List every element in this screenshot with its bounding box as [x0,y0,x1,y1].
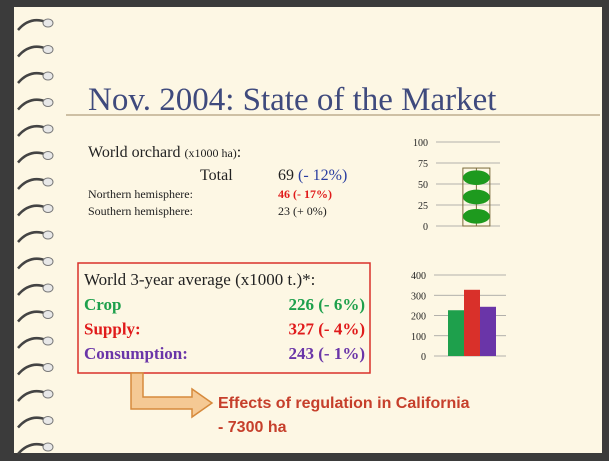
y-tick-label: 75 [418,159,428,170]
average-value: 327 (- 4%) [289,320,365,339]
total-change: (- 12%) [298,167,347,184]
average-box [77,262,371,374]
north-value: 46 (- 17%) [278,187,332,201]
ring-hole [42,442,54,452]
ring-hole [42,45,54,54]
y-tick-label: 100 [413,138,428,149]
y-tick-label: 50 [418,180,428,191]
average-label: Supply: [84,320,141,339]
charts: 0 25 50 75 100 0 100 200 300 400 [411,138,506,363]
average-heading: World 3-year average (x1000 t.)*: [84,270,315,289]
ring-hole [42,230,54,240]
pictogram-icon [462,208,490,224]
total-number: 69 [278,167,294,184]
pictogram-icon [462,189,490,205]
ring-hole [42,18,54,28]
pictogram-icon [462,170,490,186]
note-line: - 7300 ha [218,419,287,436]
bar [448,310,464,356]
ring-hole [42,98,54,107]
orchard-title: World orchard [88,144,180,161]
y-tick-label: 400 [411,271,426,282]
average-value: 226 (- 6%) [289,295,365,314]
ring-hole [42,257,54,266]
y-tick-label: 100 [411,332,426,343]
average-label: Crop [84,295,121,314]
y-tick-label: 300 [411,291,426,302]
bar [480,306,496,356]
note-line: Effects of regulation in California [218,395,470,412]
slide-background [14,7,602,453]
south-value: 23 (+ 0%) [278,204,327,218]
ring-hole [42,177,54,187]
north-label: Northern hemisphere: [88,187,193,201]
y-tick-label: 200 [411,312,426,323]
slide-title: Nov. 2004: State of the Market [88,82,496,118]
arrow [130,372,214,419]
total-value: 69 (- 12%) [278,167,347,184]
y-tick-label: 25 [418,201,428,212]
y-tick-label: 0 [423,222,428,233]
y-tick-label: 0 [421,352,426,363]
average-value: 243 (- 1%) [289,344,365,363]
ring-hole [42,363,54,372]
orchard-heading: World orchard (x1000 ha): [88,144,241,161]
ring-hole [42,151,54,160]
ring-hole [42,71,54,81]
average-label: Consumption: [84,344,188,363]
bar [464,289,480,356]
binding [17,18,54,455]
ring-hole [42,124,54,134]
ring-hole [42,283,54,293]
ring-hole [42,310,54,319]
ring-hole [42,416,54,425]
ring-hole [42,204,54,213]
orchard-unit: (x1000 ha) [184,146,236,160]
ring-hole [42,336,54,346]
total-label: Total [200,167,233,184]
average-rows: Crop 226 (- 6%) Supply: 327 (- 4%) Consumpti… [84,295,365,363]
orchard-colon: : [237,144,241,161]
ring-hole [42,389,54,399]
south-label: Southern hemisphere: [88,204,193,218]
